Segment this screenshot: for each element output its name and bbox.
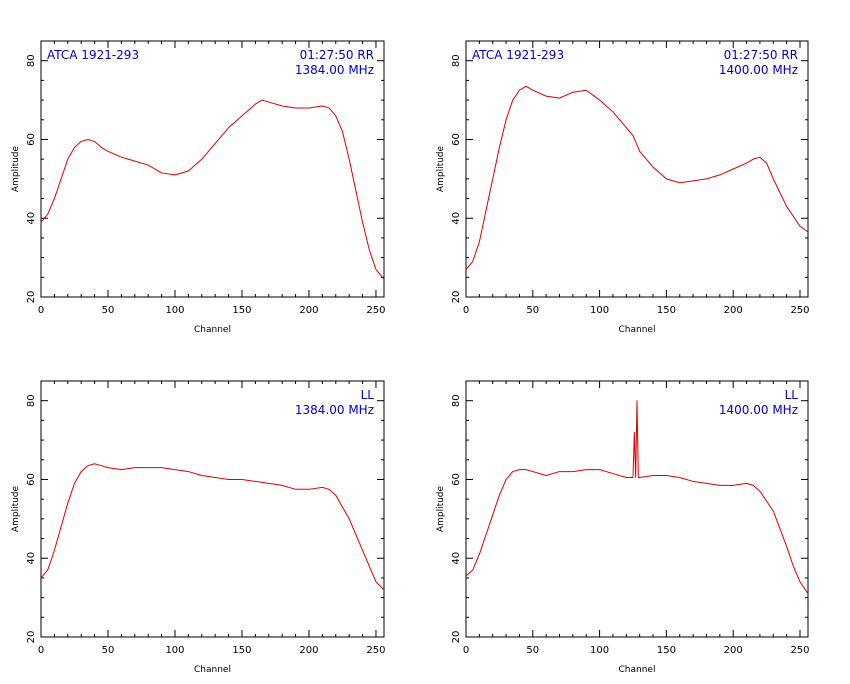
- x-tick-label: 0: [38, 305, 44, 316]
- amplitude-trace: [40, 99, 385, 280]
- amplitude-trace: [40, 463, 385, 591]
- x-tick-label: 100: [590, 305, 609, 316]
- x-tick-label: 0: [463, 305, 469, 316]
- source-annotation: ATCA 1921-293: [47, 48, 139, 62]
- y-tick-label: 80: [26, 54, 37, 67]
- x-tick-label: 250: [366, 645, 385, 656]
- x-tick-label: 100: [165, 305, 184, 316]
- y-tick-label: 60: [26, 133, 37, 146]
- plot-frame: [40, 380, 385, 638]
- x-tick-label: 200: [724, 645, 743, 656]
- y-tick-label: 40: [26, 552, 37, 565]
- plot-frame: [465, 40, 809, 298]
- x-tick-label: 100: [165, 645, 184, 656]
- x-tick-label: 50: [102, 305, 115, 316]
- y-tick-label: 60: [26, 473, 37, 486]
- y-axis-title: Amplitude: [436, 485, 446, 532]
- y-tick-label: 80: [26, 394, 37, 407]
- x-tick-label: 50: [102, 645, 115, 656]
- x-tick-label: 50: [526, 305, 539, 316]
- x-axis-title: Channel: [619, 665, 656, 675]
- x-tick-label: 150: [232, 645, 251, 656]
- amplitude-trace: [465, 85, 809, 270]
- spectrum-panel: 0 50 100 150 200 250 20 40 60 80 Channel Amplitude A…: [11, 40, 386, 335]
- y-tick-label: 60: [451, 133, 462, 146]
- x-tick-label: 150: [657, 645, 676, 656]
- x-tick-label: 200: [724, 305, 743, 316]
- y-tick-label: 20: [26, 291, 37, 304]
- info-annotation: LL: [785, 388, 799, 402]
- y-tick-label: 20: [451, 291, 462, 304]
- y-tick-label: 40: [26, 212, 37, 225]
- info-annotation: LL: [361, 388, 375, 402]
- x-tick-label: 150: [657, 305, 676, 316]
- y-tick-label: 80: [451, 54, 462, 67]
- y-tick-label: 20: [26, 631, 37, 644]
- x-tick-label: 250: [790, 645, 809, 656]
- y-axis-title: Amplitude: [436, 145, 446, 192]
- info-annotation: 1400.00 MHz: [719, 403, 798, 417]
- y-tick-label: 20: [451, 631, 462, 644]
- info-annotation: 1384.00 MHz: [295, 403, 374, 417]
- x-tick-label: 150: [232, 305, 251, 316]
- plot-frame: [465, 380, 809, 638]
- x-tick-label: 200: [299, 305, 318, 316]
- x-axis-title: Channel: [619, 325, 656, 335]
- source-annotation: ATCA 1921-293: [472, 48, 564, 62]
- info-annotation: 01:27:50 RR: [724, 48, 798, 62]
- x-tick-label: 200: [299, 645, 318, 656]
- y-axis-title: Amplitude: [11, 145, 21, 192]
- info-annotation: 1400.00 MHz: [719, 63, 798, 77]
- x-tick-label: 0: [38, 645, 44, 656]
- x-tick-label: 50: [526, 645, 539, 656]
- x-tick-label: 100: [590, 645, 609, 656]
- info-annotation: 01:27:50 RR: [300, 48, 374, 62]
- spectrum-panel: 0 50 100 150 200 250 20 40 60 80 Channel Amplitude A…: [436, 40, 810, 335]
- x-axis-title: Channel: [194, 665, 231, 675]
- info-annotation: 1384.00 MHz: [295, 63, 374, 77]
- spectrum-panel: 0 50 100 150 200 250 20 40 60 80 Channel Amplitude L…: [11, 380, 386, 675]
- y-tick-label: 60: [451, 473, 462, 486]
- x-tick-label: 250: [366, 305, 385, 316]
- y-tick-label: 40: [451, 212, 462, 225]
- y-axis-title: Amplitude: [11, 485, 21, 532]
- y-tick-label: 40: [451, 552, 462, 565]
- x-tick-label: 250: [790, 305, 809, 316]
- amplitude-trace: [465, 400, 809, 594]
- y-tick-label: 80: [451, 394, 462, 407]
- x-axis-title: Channel: [194, 325, 231, 335]
- x-tick-label: 0: [463, 645, 469, 656]
- plot-frame: [40, 40, 385, 298]
- spectrum-panel: 0 50 100 150 200 250 20 40 60 80 Channel Amplitude L…: [436, 380, 810, 675]
